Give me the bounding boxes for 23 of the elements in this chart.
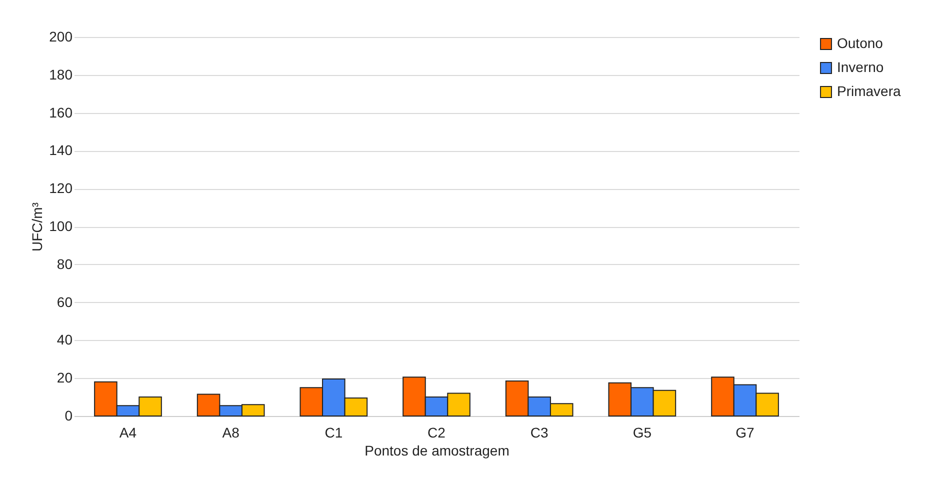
legend-label: Primavera <box>837 83 902 99</box>
y-tick-label: 160 <box>49 104 73 120</box>
x-axis-title: Pontos de amostragem <box>364 442 510 458</box>
x-tick-label: A4 <box>119 424 137 440</box>
y-tick-label: 80 <box>56 256 73 272</box>
x-tick-label: G7 <box>736 424 755 440</box>
x-tick-label: A8 <box>222 424 240 440</box>
y-tick-label: 0 <box>64 408 73 424</box>
legend-label: Outono <box>837 35 884 51</box>
y-tick-label: 120 <box>49 180 73 196</box>
x-tick-label: G5 <box>632 424 652 440</box>
x-tick-label: C1 <box>324 424 343 440</box>
y-tick-label: 180 <box>49 66 73 82</box>
legend-label: Inverno <box>837 59 884 75</box>
x-tick-label: C3 <box>530 424 548 440</box>
x-tick-label: C2 <box>428 424 446 440</box>
y-tick-label: 20 <box>56 370 73 386</box>
y-tick-label: 100 <box>49 218 73 234</box>
y-tick-label: 60 <box>56 294 73 310</box>
y-tick-label: 140 <box>49 142 73 158</box>
y-tick-label: 40 <box>56 332 73 348</box>
y-tick-label: 200 <box>49 28 73 44</box>
y-axis-title: UFC/m³ <box>29 202 46 252</box>
